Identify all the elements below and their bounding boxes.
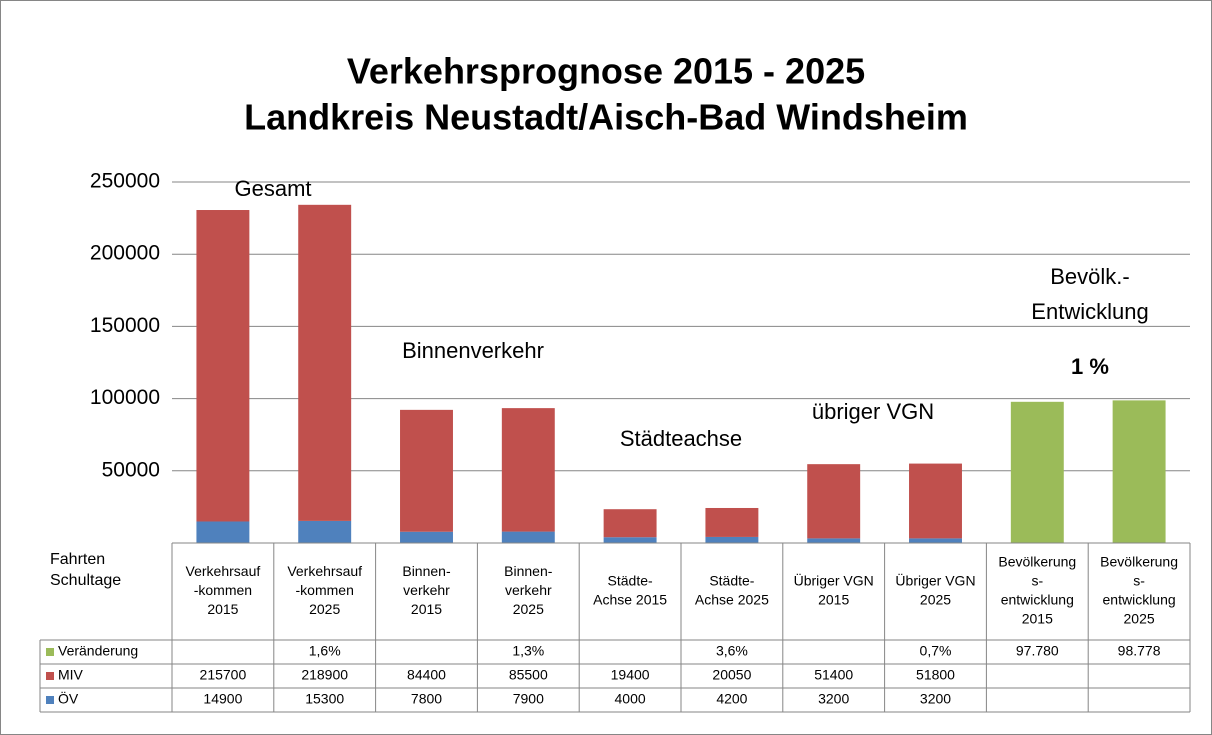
table-value: 3200 bbox=[920, 691, 951, 707]
table-value: 20050 bbox=[712, 667, 751, 683]
table-header: Fahrten bbox=[50, 551, 105, 568]
table-value: 3200 bbox=[818, 691, 849, 707]
bar bbox=[807, 464, 861, 539]
annotation: Gesamt bbox=[234, 176, 311, 201]
x-tick-label: 2015 bbox=[411, 601, 442, 617]
table-value: 85500 bbox=[509, 667, 548, 683]
bar bbox=[501, 408, 555, 532]
bar bbox=[603, 537, 657, 543]
table-value: 0,7% bbox=[920, 643, 952, 659]
table-value: 51400 bbox=[814, 667, 853, 683]
x-tick-label: Bevölkerung bbox=[998, 554, 1076, 570]
table-value: 19400 bbox=[611, 667, 650, 683]
y-tick-label: 150000 bbox=[90, 314, 160, 337]
x-tick-label: verkehr bbox=[505, 582, 552, 598]
x-tick-label: Binnen- bbox=[504, 563, 553, 579]
x-tick-label: 2025 bbox=[513, 601, 544, 617]
x-tick-label: 2025 bbox=[309, 601, 340, 617]
table-value: 1,6% bbox=[309, 643, 341, 659]
table-value: 4000 bbox=[615, 691, 646, 707]
x-tick-label: -kommen bbox=[296, 582, 354, 598]
table-header: Schultage bbox=[50, 572, 121, 589]
table-value: 218900 bbox=[301, 667, 348, 683]
annotation: Städteachse bbox=[620, 426, 742, 451]
chart-title: Verkehrsprognose 2015 - 2025 bbox=[347, 51, 865, 92]
x-tick-label: 2015 bbox=[818, 592, 849, 608]
annotation: Bevölk.- bbox=[1050, 264, 1129, 289]
table-value: 7800 bbox=[411, 691, 442, 707]
x-tick-label: Binnen- bbox=[402, 563, 451, 579]
x-tick-label: Städte- bbox=[709, 573, 754, 589]
table-value: 215700 bbox=[200, 667, 247, 683]
table-value: 97.780 bbox=[1016, 643, 1059, 659]
bar bbox=[196, 210, 250, 522]
y-tick-label: 250000 bbox=[90, 170, 160, 193]
legend-swatch bbox=[46, 648, 54, 656]
bar bbox=[298, 520, 352, 543]
chart-title: Landkreis Neustadt/Aisch-Bad Windsheim bbox=[244, 97, 968, 138]
annotation: Binnenverkehr bbox=[402, 338, 544, 363]
table-value: 84400 bbox=[407, 667, 446, 683]
x-tick-label: entwicklung bbox=[1103, 592, 1176, 608]
y-tick-label: 50000 bbox=[102, 458, 160, 481]
bar bbox=[501, 531, 555, 543]
x-tick-label: 2015 bbox=[207, 601, 238, 617]
bar bbox=[196, 521, 250, 543]
bar bbox=[909, 538, 962, 543]
table-value: 7900 bbox=[513, 691, 544, 707]
x-tick-label: Verkehrsauf bbox=[287, 563, 362, 579]
x-tick-label: Bevölkerung bbox=[1100, 554, 1178, 570]
bar bbox=[705, 507, 759, 537]
x-tick-label: verkehr bbox=[403, 582, 450, 598]
bar bbox=[1010, 401, 1064, 543]
y-tick-label: 200000 bbox=[90, 242, 160, 265]
x-tick-label: Übriger VGN bbox=[895, 572, 975, 589]
x-tick-label: Achse 2015 bbox=[593, 592, 667, 608]
bar bbox=[603, 509, 657, 538]
table-value: 51800 bbox=[916, 667, 955, 683]
bar bbox=[909, 463, 962, 539]
annotation: übriger VGN bbox=[812, 399, 934, 424]
y-tick-label: 100000 bbox=[90, 386, 160, 409]
x-tick-label: s- bbox=[1031, 573, 1043, 589]
x-tick-label: s- bbox=[1133, 573, 1145, 589]
bar bbox=[400, 409, 453, 532]
x-tick-label: 2025 bbox=[920, 592, 951, 608]
legend-label: Veränderung bbox=[58, 643, 138, 659]
x-tick-label: Übriger VGN bbox=[794, 572, 874, 589]
x-tick-label: Achse 2025 bbox=[695, 592, 769, 608]
table-value: 14900 bbox=[203, 691, 242, 707]
legend-swatch bbox=[46, 672, 54, 680]
x-tick-label: Städte- bbox=[608, 573, 653, 589]
table-value: 15300 bbox=[305, 691, 344, 707]
bar bbox=[1112, 400, 1166, 543]
x-tick-label: -kommen bbox=[194, 582, 252, 598]
table-value: 3,6% bbox=[716, 643, 748, 659]
legend-label: MIV bbox=[58, 667, 84, 683]
x-tick-label: 2015 bbox=[1022, 611, 1053, 627]
bar bbox=[705, 536, 759, 543]
x-tick-label: entwicklung bbox=[1001, 592, 1074, 608]
legend-label: ÖV bbox=[58, 690, 79, 707]
legend-swatch bbox=[46, 696, 54, 704]
annotation: Entwicklung bbox=[1031, 299, 1148, 324]
bar bbox=[807, 538, 861, 543]
bar bbox=[400, 531, 453, 543]
table-value: 4200 bbox=[716, 691, 747, 707]
table-value: 1,3% bbox=[512, 643, 544, 659]
annotation: 1 % bbox=[1071, 354, 1109, 379]
bar bbox=[298, 204, 352, 521]
x-tick-label: 2025 bbox=[1124, 611, 1155, 627]
x-tick-label: Verkehrsauf bbox=[186, 563, 261, 579]
table-value: 98.778 bbox=[1118, 643, 1161, 659]
